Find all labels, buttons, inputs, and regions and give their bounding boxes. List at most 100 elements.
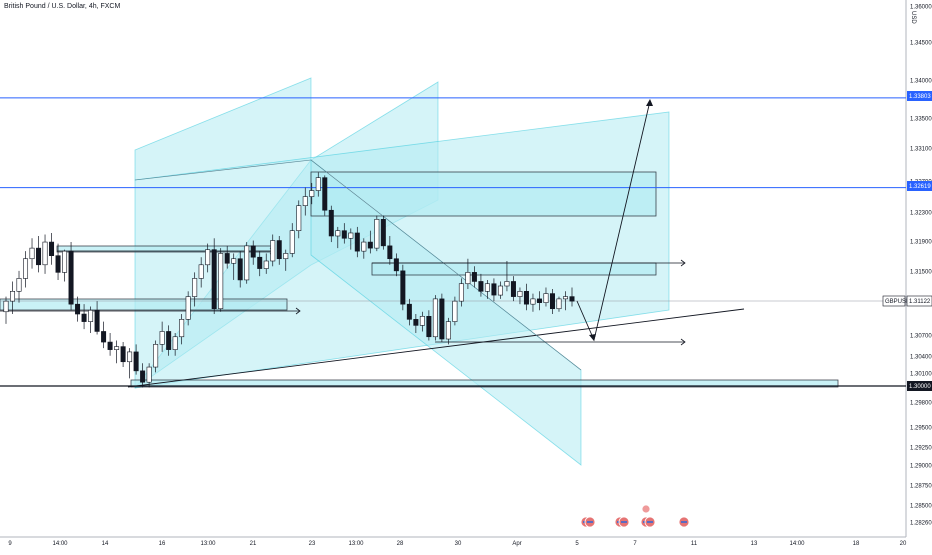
price-tick-label: 1.34500: [910, 41, 932, 47]
price-tick-label: 1.29800: [910, 401, 932, 407]
event-flag-stack-icon: [641, 504, 651, 514]
candle: [497, 285, 503, 296]
candle: [250, 245, 256, 258]
candle: [354, 232, 360, 252]
candle: [504, 281, 510, 287]
candle: [387, 245, 393, 260]
candle: [426, 316, 432, 338]
candle: [406, 303, 412, 320]
candle: [517, 291, 523, 297]
demand-box-left: [0, 298, 288, 311]
candle: [211, 249, 217, 310]
time-tick-label: 20: [900, 541, 907, 547]
price-tag-label: 1.32619: [909, 184, 931, 190]
price-tick-label: 1.29000: [910, 464, 932, 470]
candle: [413, 319, 419, 326]
candle: [198, 264, 204, 279]
candle: [328, 209, 334, 237]
us-flag-event-icon[interactable]: [580, 516, 596, 528]
candle: [569, 296, 575, 302]
candle: [218, 253, 224, 310]
price-tick-label: 1.29500: [910, 426, 932, 432]
candle: [380, 219, 386, 247]
candle: [270, 240, 276, 262]
candle: [491, 283, 497, 296]
support-box-bottom: [130, 379, 839, 388]
time-tick-label: 5: [575, 541, 579, 547]
projected-path-dip-arrowhead: [589, 334, 596, 341]
candle: [16, 278, 22, 292]
candle: [419, 316, 425, 326]
price-tick-label: 1.33500: [910, 117, 932, 123]
candle: [23, 258, 29, 279]
channel-descend-line: [310, 159, 582, 371]
channel-upper-line: [134, 159, 312, 181]
candle: [224, 253, 230, 264]
time-tick-label: 14:00: [789, 541, 805, 547]
current-price-tag: [906, 295, 932, 307]
candle: [400, 270, 406, 305]
candle: [81, 313, 87, 322]
supply-zone-box: [310, 171, 657, 217]
price-tick-label: 1.31500: [910, 270, 932, 276]
candle: [185, 296, 191, 320]
candle: [257, 256, 263, 269]
price-tick-label: 1.28500: [910, 504, 932, 510]
candle: [296, 205, 302, 231]
price-tick-label: 1.29250: [910, 446, 932, 452]
candle: [374, 219, 380, 249]
projected-path-arrowhead: [646, 99, 653, 106]
candle: [549, 293, 555, 310]
time-tick-label: 9: [8, 541, 12, 547]
candle: [107, 341, 113, 350]
us-flag-event-icon[interactable]: [640, 516, 656, 528]
candle: [153, 344, 159, 368]
candle: [172, 336, 178, 350]
candle: [94, 309, 100, 332]
symbol-tag: [882, 295, 906, 307]
candle: [562, 296, 568, 300]
candle: [348, 232, 354, 239]
event-flag-band: [647, 521, 653, 523]
candle: [49, 241, 55, 256]
candle: [3, 300, 9, 313]
candle: [556, 298, 562, 310]
price-tick-label: 1.30700: [910, 334, 932, 340]
candle: [276, 240, 282, 260]
time-tick-label: 18: [853, 541, 860, 547]
candle: [133, 351, 139, 372]
candle: [101, 331, 107, 343]
candle: [465, 272, 471, 285]
candle: [146, 366, 152, 383]
price-tick-label: 1.34000: [910, 79, 932, 85]
time-tick-label: Apr: [512, 541, 521, 547]
price-tick-label: 1.28750: [910, 484, 932, 490]
candle: [302, 196, 308, 206]
price-tag: [907, 181, 932, 191]
time-tick-label: 7: [633, 541, 637, 547]
time-tick-label: 21: [250, 541, 257, 547]
candle: [439, 298, 445, 340]
candle: [367, 241, 373, 249]
uk-flag-event-icon[interactable]: [614, 516, 630, 528]
candle: [530, 298, 536, 305]
candle: [88, 309, 94, 322]
candle: [120, 346, 126, 363]
time-tick-label: 14: [102, 541, 109, 547]
candle: [315, 177, 321, 191]
time-tick-label: 30: [455, 541, 462, 547]
event-flag-band: [587, 521, 593, 523]
time-tick-label: 13:00: [200, 541, 216, 547]
symbol-tag-label: GBPUSD: [885, 299, 911, 305]
price-tick-label: 1.32300: [910, 211, 932, 217]
event-flag-band: [681, 521, 687, 523]
currency-label: USD: [910, 11, 916, 24]
price-tick-label: 1.30100: [910, 372, 932, 378]
candle: [140, 370, 146, 383]
time-tick-label: 13:00: [348, 541, 364, 547]
us-flag-event-icon[interactable]: [678, 516, 690, 528]
price-tag: [907, 91, 932, 101]
candle: [471, 272, 477, 282]
candle: [484, 283, 490, 292]
